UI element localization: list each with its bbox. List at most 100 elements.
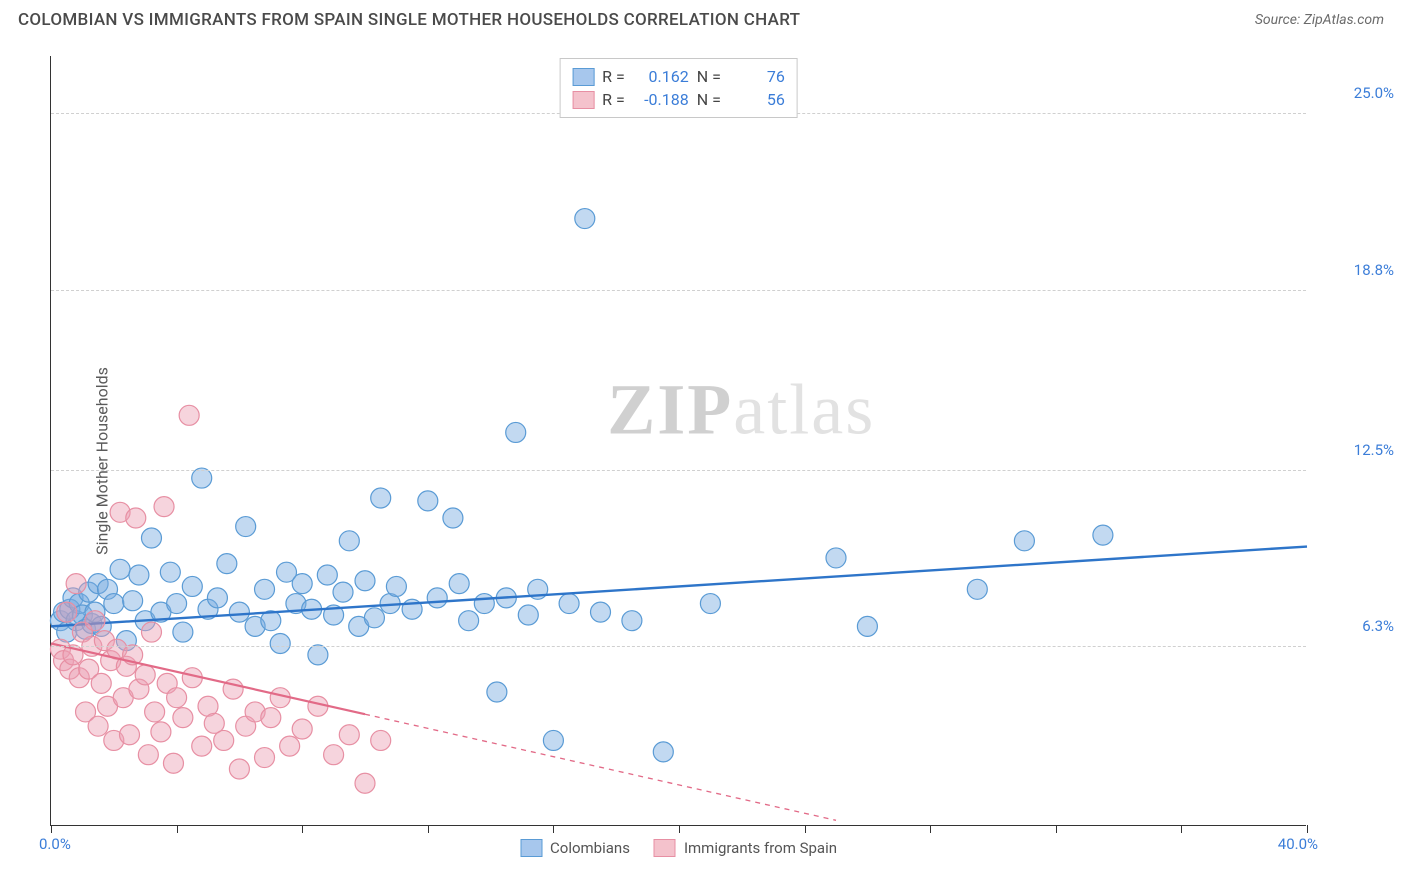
data-point [145, 702, 165, 722]
data-point [270, 633, 290, 653]
data-point [129, 565, 149, 585]
scatter-svg [51, 56, 1306, 825]
data-point [141, 622, 161, 642]
data-point [324, 745, 344, 765]
data-point [135, 665, 155, 685]
data-point [280, 736, 300, 756]
data-point [543, 730, 563, 750]
data-point [506, 422, 526, 442]
data-point [229, 759, 249, 779]
data-point [91, 673, 111, 693]
data-point [339, 725, 359, 745]
legend-item: Immigrants from Spain [654, 839, 837, 857]
y-tick-label: 18.8% [1354, 261, 1394, 279]
legend-stats: R = 0.162 N = 76 R = -0.188 N = 56 [559, 58, 798, 118]
data-point [236, 517, 256, 537]
data-point [622, 611, 642, 631]
data-point [1014, 531, 1034, 551]
data-point [386, 576, 406, 596]
data-point [459, 611, 479, 631]
x-tick [1181, 825, 1182, 833]
data-point [66, 574, 86, 594]
data-point [1093, 525, 1113, 545]
trend-line-dashed [365, 714, 836, 820]
x-tick [428, 825, 429, 833]
data-point [126, 508, 146, 528]
data-point [364, 608, 384, 628]
trend-line [51, 547, 1307, 627]
data-point [57, 602, 77, 622]
swatch-icon [572, 68, 594, 86]
data-point [255, 748, 275, 768]
data-point [418, 491, 438, 511]
data-point [192, 468, 212, 488]
data-point [857, 616, 877, 636]
data-point [449, 574, 469, 594]
data-point [559, 594, 579, 614]
legend-item: Colombians [520, 839, 630, 857]
data-point [214, 730, 234, 750]
x-tick [51, 825, 52, 833]
data-point [229, 602, 249, 622]
data-point [333, 582, 353, 602]
x-axis-min-label: 0.0% [39, 835, 71, 853]
legend-series: Colombians Immigrants from Spain [520, 839, 837, 857]
data-point [474, 594, 494, 614]
data-point [173, 708, 193, 728]
data-point [167, 594, 187, 614]
data-point [192, 736, 212, 756]
data-point [217, 554, 237, 574]
data-point [371, 488, 391, 508]
data-point [826, 548, 846, 568]
data-point [443, 508, 463, 528]
plot-area: ZIPatlas R = 0.162 N = 76 R = -0.188 N =… [50, 56, 1306, 826]
x-axis-max-label: 40.0% [1278, 835, 1318, 853]
gridline [51, 290, 1306, 291]
data-point [163, 753, 183, 773]
gridline [51, 646, 1306, 647]
data-point [167, 688, 187, 708]
data-point [154, 497, 174, 517]
x-tick [930, 825, 931, 833]
data-point [110, 559, 130, 579]
data-point [151, 722, 171, 742]
x-tick [177, 825, 178, 833]
data-point [653, 742, 673, 762]
data-point [355, 773, 375, 793]
data-point [518, 605, 538, 625]
x-tick [553, 825, 554, 833]
source-attr: Source: ZipAtlas.com [1255, 12, 1384, 28]
data-point [487, 682, 507, 702]
data-point [160, 562, 180, 582]
gridline [51, 470, 1306, 471]
legend-stats-row: R = 0.162 N = 76 [572, 65, 785, 88]
x-tick [302, 825, 303, 833]
legend-stats-row: R = -0.188 N = 56 [572, 88, 785, 111]
data-point [120, 725, 140, 745]
data-point [308, 645, 328, 665]
data-point [141, 528, 161, 548]
swatch-icon [520, 839, 542, 857]
data-point [173, 622, 193, 642]
data-point [138, 745, 158, 765]
data-point [339, 531, 359, 551]
data-point [700, 594, 720, 614]
data-point [123, 591, 143, 611]
x-tick [805, 825, 806, 833]
page-title: COLOMBIAN VS IMMIGRANTS FROM SPAIN SINGL… [18, 10, 800, 30]
data-point [292, 574, 312, 594]
data-point [355, 571, 375, 591]
y-tick-label: 6.3% [1362, 617, 1394, 635]
data-point [317, 565, 337, 585]
data-point [255, 579, 275, 599]
data-point [371, 730, 391, 750]
data-point [427, 588, 447, 608]
data-point [182, 576, 202, 596]
y-tick-label: 12.5% [1354, 441, 1394, 459]
x-tick [1307, 825, 1308, 833]
swatch-icon [654, 839, 676, 857]
data-point [179, 405, 199, 425]
data-point [967, 579, 987, 599]
chart-container: Single Mother Households ZIPatlas R = 0.… [0, 36, 1406, 886]
x-tick [679, 825, 680, 833]
